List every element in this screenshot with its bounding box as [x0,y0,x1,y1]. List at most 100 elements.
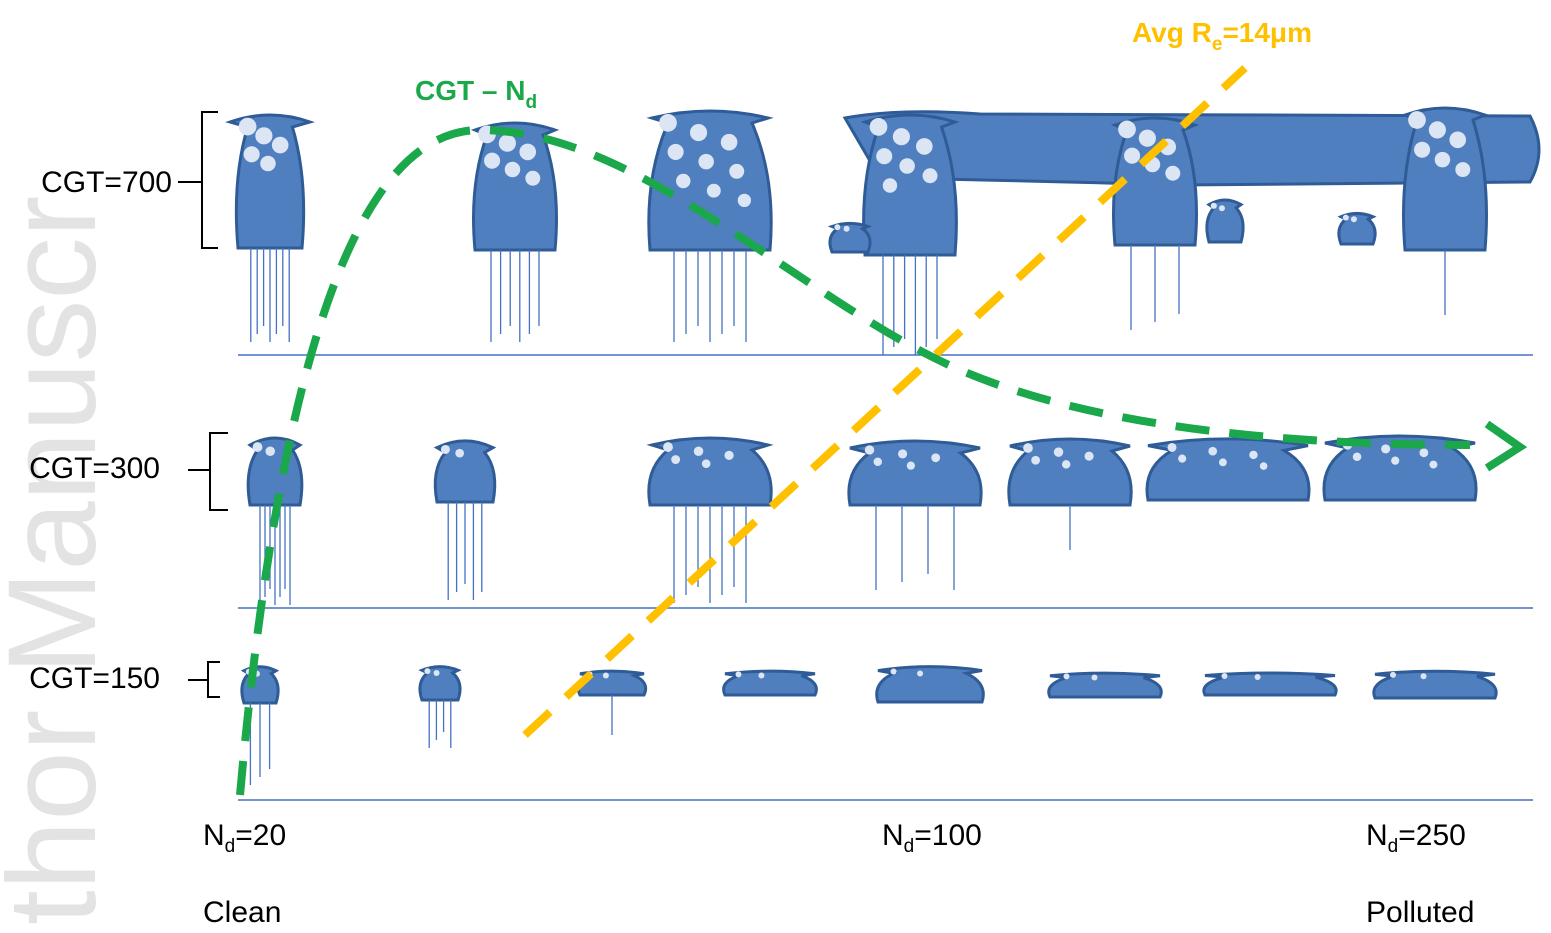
droplet [1381,444,1390,453]
x-label: Nd=250 [1366,819,1466,857]
droplet [721,134,738,151]
droplet [671,455,680,464]
text: N [1366,819,1388,852]
droplet [239,118,257,136]
droplet [272,137,289,154]
droplet [1023,443,1033,453]
subscript: d [225,836,236,857]
droplet [676,174,690,188]
watermark: thor Manuscr [0,196,122,925]
droplet [907,462,915,470]
droplet [898,449,907,458]
cloud [649,111,771,250]
droplet [1449,132,1466,149]
droplet [1429,121,1446,138]
droplet [1435,152,1451,168]
droplet [729,164,744,179]
end-label: Polluted [1366,896,1474,929]
droplet [1222,673,1228,679]
droplet [917,670,923,676]
droplet [260,156,276,172]
droplet [870,118,888,136]
text: N [882,819,904,852]
droplet [931,453,940,462]
row-label: CGT=150 [29,662,160,695]
bracket [188,433,228,510]
text: N [203,819,225,852]
text: =14μm [1222,17,1312,48]
droplet [738,194,751,207]
droplet [1351,216,1357,222]
droplet [694,446,704,456]
diagram: thor Manuscr CGT=700 CGT=300 CGT=150 CGT… [0,0,1551,933]
droplet [844,226,850,232]
droplet [1419,448,1428,457]
droplet [1167,443,1176,452]
droplet [603,673,609,679]
droplet [1054,447,1063,456]
droplet [484,153,500,169]
row-label: CGT=300 [29,452,160,485]
droplet [923,168,938,183]
droplet [1343,215,1349,221]
droplet [916,138,933,155]
curve-label: Avg Re=14μm [1132,17,1312,55]
clouds [230,108,1539,785]
baselines [238,355,1533,800]
droplet [1062,460,1070,468]
text: CGT – N [415,75,525,106]
droplet [519,144,536,161]
subscript: d [1388,836,1399,857]
droplet [1414,142,1430,158]
text: =100 [914,819,982,852]
droplet [736,671,742,677]
curve-label: CGT – Nd [415,75,537,113]
row-label: CGT=700 [41,166,172,199]
droplet [265,446,275,456]
droplet [244,146,260,162]
bracket [188,662,220,697]
droplet [1208,447,1217,456]
droplet [707,184,721,198]
droplet [525,171,540,186]
droplet [1408,111,1426,129]
droplet [1064,673,1070,679]
x-label: Nd=100 [882,819,982,857]
arrow-head [1487,424,1520,468]
droplet [690,124,707,141]
droplet [663,442,673,452]
droplet [1429,461,1437,469]
droplet [1255,674,1261,680]
droplet [499,135,516,152]
x-label: Nd=20 [203,819,286,857]
text: =250 [1398,819,1466,852]
droplet [255,127,272,144]
droplet [1260,462,1268,470]
subscript: e [1212,34,1223,55]
droplet [659,114,677,132]
droplet [668,144,684,160]
droplet [424,668,430,674]
text: =20 [235,819,286,852]
droplet [698,154,714,170]
droplet [1085,452,1094,461]
droplet [1211,203,1217,209]
droplet [702,459,711,468]
droplet [834,224,840,230]
droplet [1219,205,1225,211]
bracket [178,112,218,248]
droplet [1390,672,1396,678]
droplet [1249,451,1257,459]
droplet [1118,121,1136,139]
droplet [1455,162,1470,177]
droplet [1391,457,1399,465]
droplet [1031,456,1040,465]
droplet [441,445,450,454]
droplet [893,128,910,145]
brackets [178,112,228,697]
end-label: Clean [203,896,281,929]
droplet [758,673,764,679]
droplet [865,445,874,454]
droplet [434,670,440,676]
droplet [253,442,263,452]
